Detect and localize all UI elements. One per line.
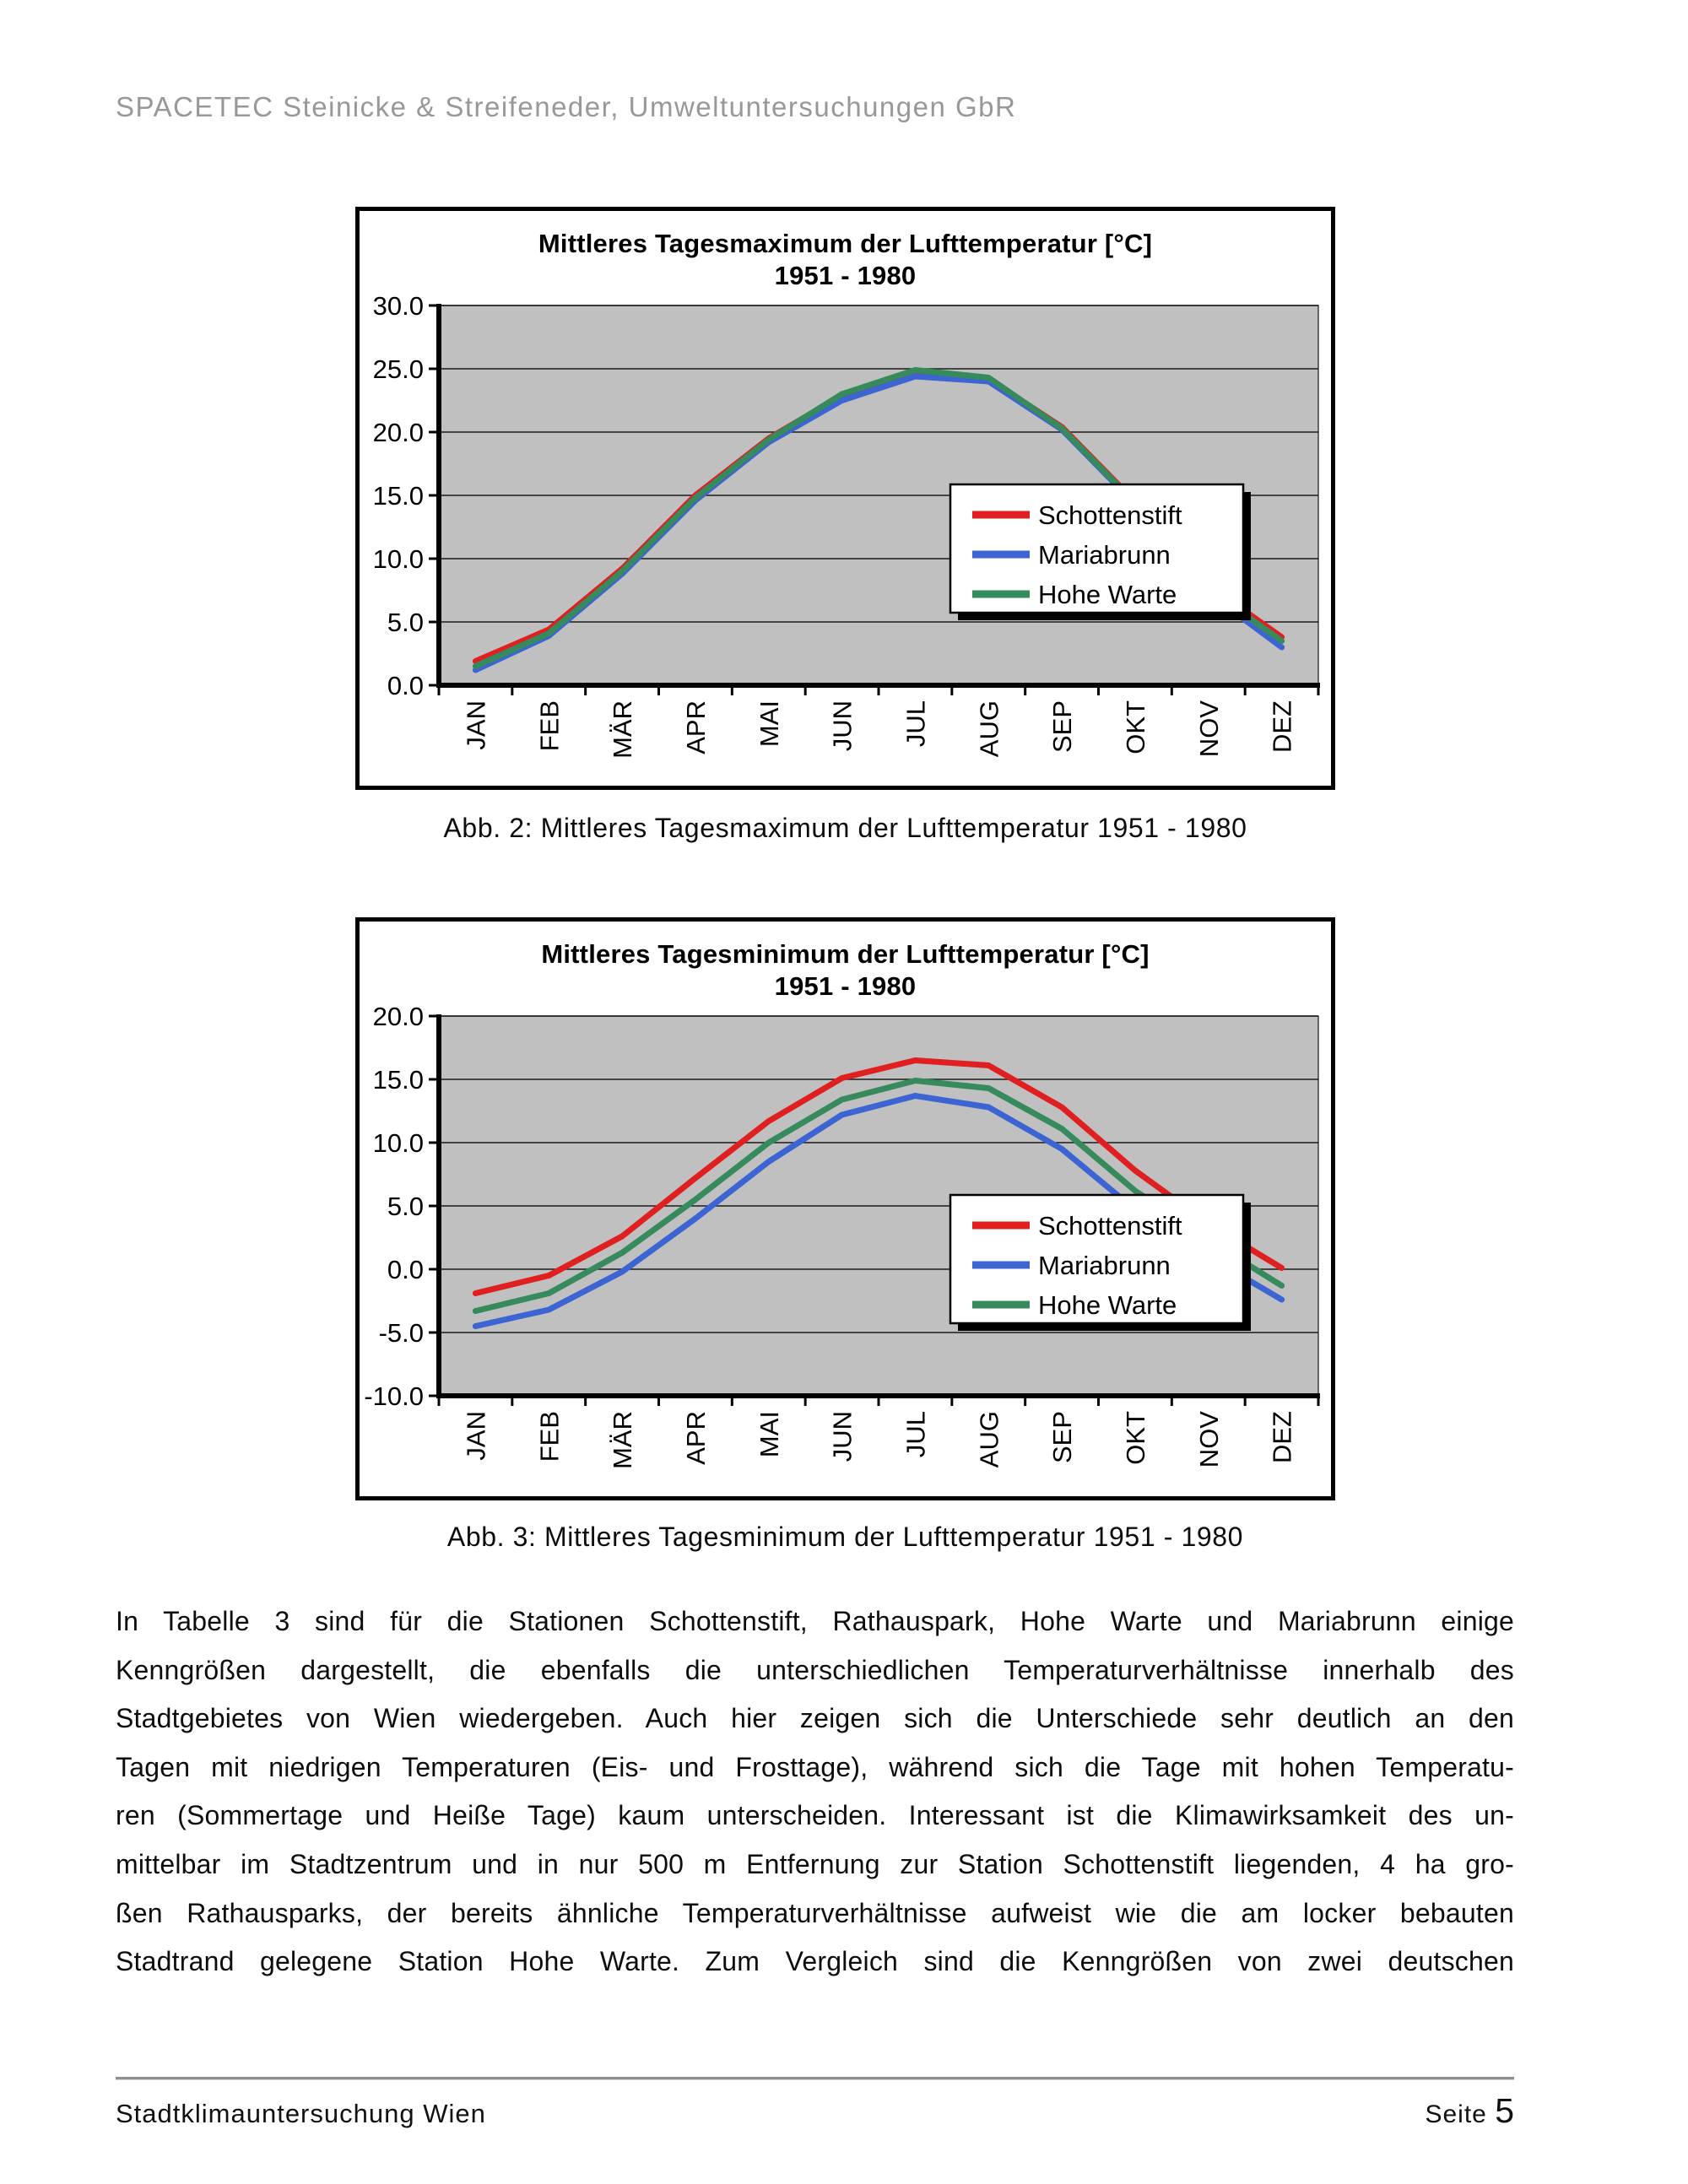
legend-label-schottenstift: Schottenstift [1038,1211,1182,1241]
chart-min-plot: -10.0 -5.0 0.0 5.0 10.0 15.0 20.0 JAN FEB MÄR APR M… [364,1002,1320,1469]
x-category-label: JUN [828,700,858,751]
x-category-label: MAI [755,700,784,747]
x-category-label: DEZ [1268,700,1297,753]
x-category-label: JUL [901,700,930,747]
paragraph-line: Stadtgebietes von Wien wiedergeben. Auch… [116,1703,1514,1734]
paragraph-line: mittelbar im Stadtzentrum und in nur 500… [116,1848,1514,1879]
body-paragraph: In Tabelle 3 sind für die Stationen Scho… [116,1597,1514,1987]
page-footer: Stadtklimauntersuchung Wien Seite 5 [116,2091,1514,2131]
footer-document-title: Stadtklimauntersuchung Wien [116,2099,486,2128]
chart-max-title: Mittleres Tagesmaximum der Lufttemperatu… [538,229,1153,258]
legend-label-mariabrunn: Mariabrunn [1038,1251,1171,1280]
paragraph-line: ßen Rathausparks, der bereits ähnliche T… [116,1897,1514,1928]
y-tick-label: 15.0 [373,1065,424,1095]
chart-min-subtitle: 1951 - 1980 [774,971,917,1001]
chart-max-title-block: Mittleres Tagesmaximum der Lufttemperatu… [360,228,1331,292]
y-tick-label: 10.0 [373,1128,424,1158]
y-tick-label: 20.0 [373,418,424,447]
x-category-label: OKT [1121,1411,1150,1465]
chart-min-title: Mittleres Tagesminimum der Lufttemperatu… [541,939,1150,969]
page-header: SPACETEC Steinicke & Streifeneder, Umwel… [116,91,1017,122]
x-category-label: APR [681,700,711,754]
x-category-label: JUL [901,1411,930,1457]
paragraph-line: Stadtrand gelegene Station Hohe Warte. Z… [116,1946,1514,1977]
series-line-schottenstift [472,1057,1285,1296]
chart-max-subtitle: 1951 - 1980 [774,261,917,290]
x-category-label: MÄR [608,700,637,759]
x-category-label: AUG [974,1411,1004,1468]
y-tick-label: 10.0 [373,544,424,574]
footer-page-indicator: Seite 5 [1425,2091,1514,2131]
x-category-label: DEZ [1268,1411,1297,1463]
y-tick-label: 0.0 [387,1255,424,1284]
x-category-label: AUG [974,700,1004,757]
footer-rule [116,2077,1514,2080]
legend-label-mariabrunn: Mariabrunn [1038,540,1171,570]
figure-caption-abb3: Abb. 3: Mittleres Tagesminimum der Luftt… [446,1522,1244,1552]
x-category-label: FEB [534,700,564,751]
y-tick-label: 20.0 [373,1002,424,1031]
x-category-label: OKT [1121,700,1150,754]
x-category-label: FEB [534,1411,564,1462]
legend-label-schottenstift: Schottenstift [1038,500,1182,530]
paragraph-line: In Tabelle 3 sind für die Stationen Scho… [116,1606,1514,1636]
x-category-label: JAN [461,700,490,750]
x-category-label: SEP [1047,700,1077,753]
y-tick-label: 5.0 [387,608,424,637]
x-category-label: JUN [828,1411,858,1462]
x-category-label: NOV [1194,1411,1224,1468]
y-tick-label: 15.0 [373,481,424,511]
footer-page-label: Seite [1425,2100,1487,2128]
y-tick-label: -5.0 [379,1318,424,1348]
paragraph-line: Tagen mit niedrigen Temperaturen (Eis- u… [116,1751,1514,1782]
legend-label-hohe-warte: Hohe Warte [1038,580,1177,609]
x-category-label: MÄR [608,1411,637,1469]
x-category-label: NOV [1194,700,1224,758]
paragraph-line: Kenngrößen dargestellt, die ebenfalls di… [116,1654,1514,1685]
footer-page-number: 5 [1495,2091,1514,2130]
x-category-label: JAN [461,1411,490,1461]
figure-caption-abb2: Abb. 2: Mittleres Tagesmaximum der Luftt… [443,813,1247,843]
chart-min-title-block: Mittleres Tagesminimum der Lufttemperatu… [360,938,1331,1003]
y-tick-label: 5.0 [387,1192,424,1221]
x-category-label: SEP [1047,1411,1077,1463]
chart-max-plot: 0.0 5.0 10.0 15.0 20.0 25.0 30.0 JAN FEB MÄR APR MA… [373,291,1320,759]
paragraph-line: ren (Sommertage und Heiße Tage) kaum unt… [116,1800,1514,1831]
y-tick-label: -10.0 [364,1381,424,1411]
chart-max-temp: Mittleres Tagesmaximum der Lufttemperatu… [355,207,1335,790]
x-category-label: MAI [755,1411,784,1457]
y-tick-label: 25.0 [373,354,424,384]
y-tick-label: 0.0 [387,671,424,700]
y-tick-label: 30.0 [373,291,424,321]
x-category-label: APR [681,1411,711,1465]
legend-label-hohe-warte: Hohe Warte [1038,1290,1177,1320]
chart-min-temp: Mittleres Tagesminimum der Lufttemperatu… [355,917,1335,1500]
